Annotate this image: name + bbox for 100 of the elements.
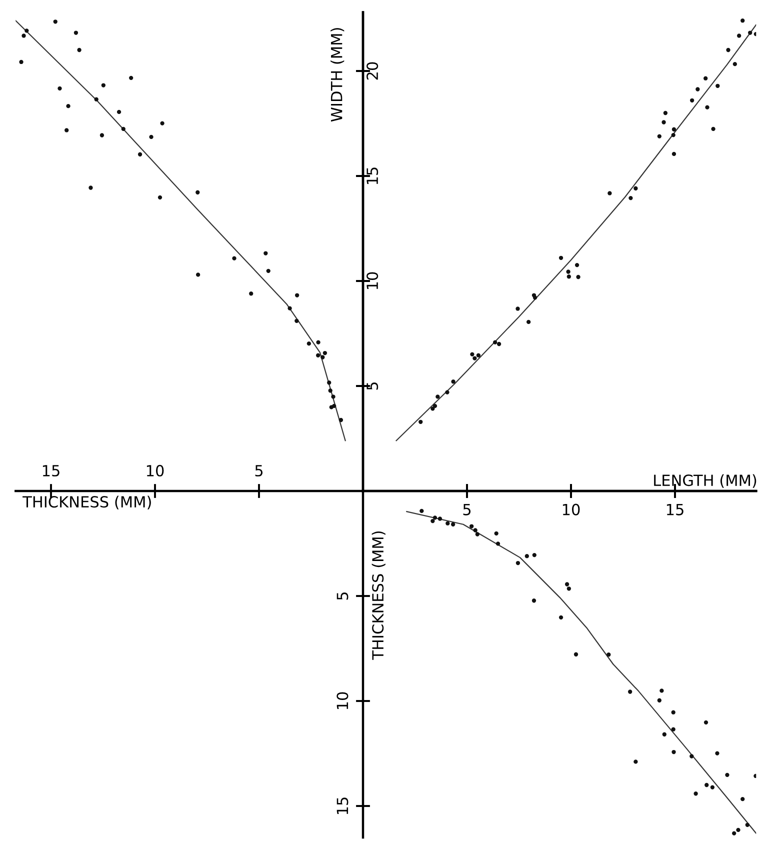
point xyxy=(446,521,450,526)
point xyxy=(745,822,750,827)
point xyxy=(564,582,570,586)
point xyxy=(748,30,752,35)
point xyxy=(332,404,336,408)
x-tick-label: 10 xyxy=(146,464,164,476)
point xyxy=(660,688,664,693)
y-tick-label: 5 xyxy=(336,592,348,600)
point xyxy=(121,126,126,132)
point xyxy=(322,350,328,356)
point xyxy=(469,524,474,528)
point xyxy=(160,121,164,126)
point xyxy=(294,293,300,298)
point xyxy=(470,352,474,356)
point xyxy=(715,751,720,756)
point xyxy=(657,134,662,138)
point xyxy=(671,132,676,138)
point xyxy=(450,522,456,526)
point xyxy=(526,320,531,324)
point xyxy=(451,380,456,384)
point xyxy=(732,62,737,66)
point xyxy=(22,34,26,38)
point xyxy=(128,76,134,80)
point xyxy=(316,340,320,344)
point xyxy=(100,133,104,138)
point xyxy=(432,404,438,408)
point xyxy=(740,796,745,802)
point xyxy=(445,390,450,394)
point xyxy=(320,355,325,360)
point xyxy=(472,356,477,360)
point xyxy=(516,306,520,311)
point xyxy=(690,98,694,102)
point xyxy=(574,652,578,656)
point xyxy=(690,754,694,758)
point xyxy=(331,394,336,399)
point xyxy=(328,388,332,393)
point xyxy=(696,87,700,92)
point xyxy=(628,690,632,694)
point xyxy=(532,296,538,300)
point xyxy=(516,560,520,566)
y-tick-label: 20 xyxy=(366,62,378,80)
point xyxy=(138,152,142,156)
point xyxy=(94,97,98,102)
point xyxy=(475,532,480,536)
point xyxy=(532,598,536,603)
point xyxy=(74,30,78,35)
point xyxy=(657,698,662,702)
point xyxy=(149,134,154,140)
point xyxy=(438,516,442,521)
point xyxy=(558,615,564,620)
point xyxy=(703,76,708,80)
x-tick-label: 5 xyxy=(463,504,471,516)
line-series xyxy=(396,24,756,442)
point xyxy=(249,292,254,296)
point xyxy=(196,272,200,277)
point xyxy=(420,508,424,514)
point xyxy=(710,785,715,790)
point xyxy=(726,48,730,52)
point xyxy=(338,418,344,422)
point xyxy=(558,256,564,260)
point xyxy=(196,190,200,194)
point xyxy=(24,28,29,33)
point xyxy=(732,831,736,836)
point xyxy=(634,760,638,764)
point xyxy=(740,18,745,23)
point xyxy=(694,792,698,796)
x-tick-label: 15 xyxy=(666,504,684,516)
point xyxy=(232,256,236,260)
point xyxy=(725,772,730,778)
point xyxy=(494,531,498,536)
point xyxy=(566,274,572,279)
point xyxy=(64,128,69,132)
point xyxy=(492,340,498,344)
point xyxy=(432,516,438,520)
point xyxy=(476,353,481,358)
point xyxy=(418,420,423,424)
point xyxy=(66,104,70,108)
point xyxy=(566,586,572,591)
point xyxy=(264,251,268,256)
point xyxy=(628,196,633,200)
y-axis-title: WIDTH (MM) xyxy=(330,28,344,122)
point xyxy=(662,732,666,736)
point xyxy=(77,48,82,52)
y-tick-label: 10 xyxy=(366,272,378,290)
point xyxy=(158,195,162,200)
point xyxy=(496,342,502,346)
point xyxy=(53,20,58,24)
point xyxy=(306,341,312,346)
point xyxy=(672,750,676,754)
point xyxy=(671,710,676,714)
point xyxy=(574,262,580,268)
point xyxy=(88,186,93,190)
x-axis-title: LENGTH (MM) xyxy=(654,474,756,488)
point xyxy=(101,83,106,88)
point xyxy=(58,86,62,91)
point xyxy=(704,720,708,725)
point xyxy=(704,782,709,788)
point xyxy=(430,518,435,524)
point xyxy=(532,552,536,558)
y-tick-label: 15 xyxy=(336,798,348,814)
